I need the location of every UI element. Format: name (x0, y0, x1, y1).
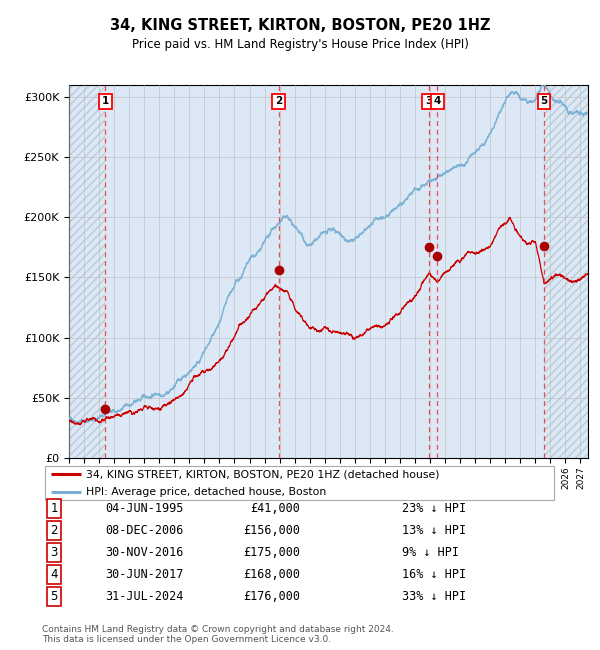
Bar (544, 84, 588, 458)
Text: £168,000: £168,000 (243, 568, 300, 581)
Text: 13% ↓ HPI: 13% ↓ HPI (402, 524, 466, 537)
Text: 33% ↓ HPI: 33% ↓ HPI (402, 590, 466, 603)
Text: 2: 2 (50, 524, 58, 537)
Text: 08-DEC-2006: 08-DEC-2006 (105, 524, 184, 537)
Text: 4: 4 (50, 568, 58, 581)
Bar (106, 84, 544, 458)
Text: 34, KING STREET, KIRTON, BOSTON, PE20 1HZ: 34, KING STREET, KIRTON, BOSTON, PE20 1H… (110, 18, 490, 34)
Text: 2: 2 (275, 96, 282, 107)
Text: 31-JUL-2024: 31-JUL-2024 (105, 590, 184, 603)
Text: This data is licensed under the Open Government Licence v3.0.: This data is licensed under the Open Gov… (42, 635, 331, 644)
Text: Contains HM Land Registry data © Crown copyright and database right 2024.: Contains HM Land Registry data © Crown c… (42, 625, 394, 634)
Text: 16% ↓ HPI: 16% ↓ HPI (402, 568, 466, 581)
Text: £175,000: £175,000 (243, 546, 300, 559)
Text: Price paid vs. HM Land Registry's House Price Index (HPI): Price paid vs. HM Land Registry's House … (131, 38, 469, 51)
Text: 1: 1 (50, 502, 58, 515)
Bar (544, 84, 588, 458)
FancyBboxPatch shape (44, 466, 554, 500)
Text: £176,000: £176,000 (243, 590, 300, 603)
Text: 1: 1 (102, 96, 109, 107)
Text: 9% ↓ HPI: 9% ↓ HPI (402, 546, 459, 559)
Text: 30-NOV-2016: 30-NOV-2016 (105, 546, 184, 559)
Text: 23% ↓ HPI: 23% ↓ HPI (402, 502, 466, 515)
Text: £41,000: £41,000 (250, 502, 300, 515)
Text: HPI: Average price, detached house, Boston: HPI: Average price, detached house, Bost… (86, 487, 326, 497)
Bar (69, 84, 106, 458)
Text: 3: 3 (425, 96, 433, 107)
Text: 5: 5 (50, 590, 58, 603)
Text: 5: 5 (541, 96, 548, 107)
Text: 34, KING STREET, KIRTON, BOSTON, PE20 1HZ (detached house): 34, KING STREET, KIRTON, BOSTON, PE20 1H… (86, 469, 439, 479)
Text: 04-JUN-1995: 04-JUN-1995 (105, 502, 184, 515)
Text: £156,000: £156,000 (243, 524, 300, 537)
Text: 3: 3 (50, 546, 58, 559)
Bar (69, 84, 106, 458)
Text: 4: 4 (434, 96, 441, 107)
Text: 30-JUN-2017: 30-JUN-2017 (105, 568, 184, 581)
